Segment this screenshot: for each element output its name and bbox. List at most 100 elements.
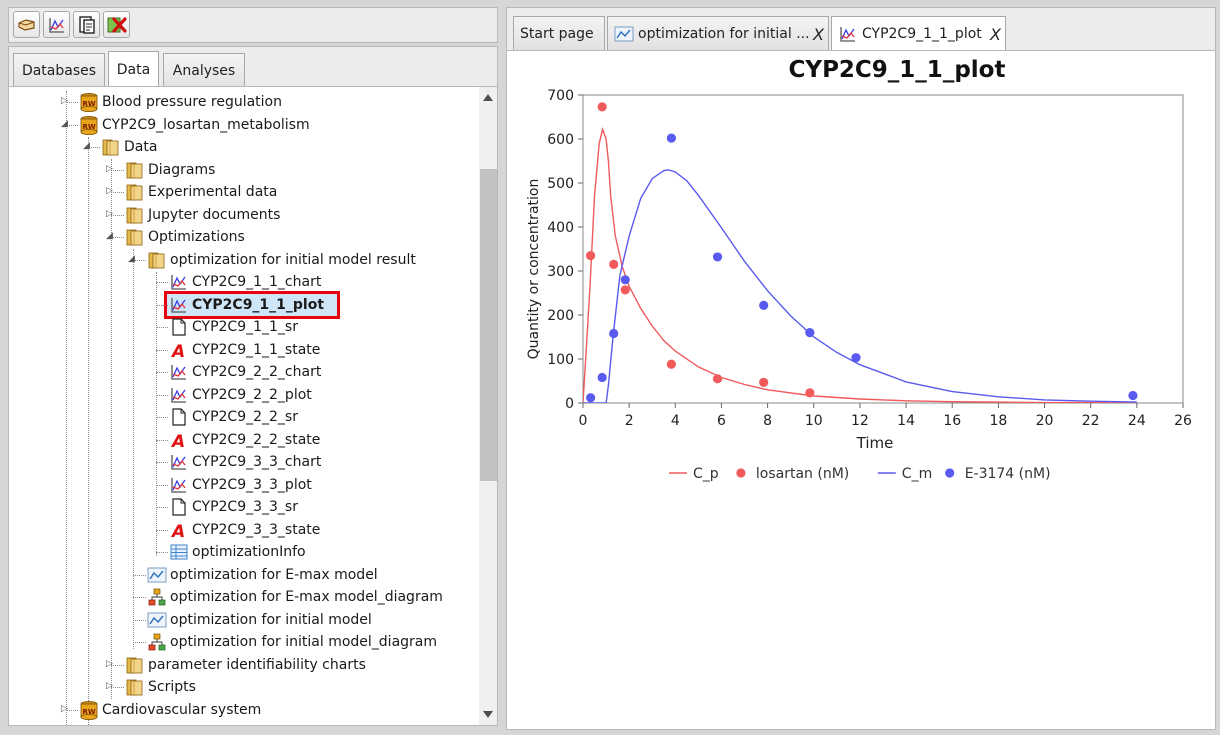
collapse-icon[interactable]: ◢ xyxy=(61,118,68,129)
x-tick-label: 2 xyxy=(625,413,634,429)
tree-item[interactable]: CYP2C9_1_1_sr xyxy=(169,316,298,338)
tree-connector xyxy=(111,664,124,666)
left-tab-bar: Databases Data Analyses xyxy=(8,46,498,88)
tree-connector xyxy=(156,439,168,441)
legend-label: E-3174 (nM) xyxy=(965,466,1051,482)
y-tick-label: 500 xyxy=(547,176,574,192)
diagram-icon xyxy=(147,632,167,652)
tree-item[interactable]: RW CYP2C9_losartan_metabolism xyxy=(79,114,310,136)
x-tick-label: 0 xyxy=(579,413,588,429)
folder-icon xyxy=(125,160,145,180)
tree-item[interactable]: optimizationInfo xyxy=(169,541,306,563)
tree-connector xyxy=(156,282,168,283)
tree-item-label: parameter identifiability charts xyxy=(148,656,366,673)
tree-connector xyxy=(133,574,146,576)
tab-analyses[interactable]: Analyses xyxy=(163,53,245,87)
tree-connector xyxy=(111,192,124,193)
expand-icon[interactable]: ▷ xyxy=(106,163,113,174)
tree-item[interactable]: CYP2C9_3_3_sr xyxy=(169,496,298,518)
tree-item[interactable]: A CYP2C9_3_3_state xyxy=(169,519,320,541)
expand-icon[interactable]: ▷ xyxy=(106,681,113,691)
tree-item[interactable]: optimization for E-max model_diagram xyxy=(147,586,443,608)
tree-item[interactable]: RW Cardiovascular system xyxy=(79,699,261,721)
tree-item[interactable]: A CYP2C9_1_1_state xyxy=(169,339,320,361)
state-icon: A xyxy=(169,340,189,360)
folder-icon xyxy=(101,137,121,157)
data-point xyxy=(666,359,676,369)
tab-label: Start page xyxy=(520,26,594,42)
tree-connector xyxy=(156,349,168,351)
delete-button[interactable] xyxy=(103,11,130,38)
x-tick-label: 26 xyxy=(1174,413,1192,429)
tree-connector xyxy=(156,552,168,553)
tree-item-label: Data xyxy=(124,139,158,155)
tree-item[interactable]: optimization for initial model xyxy=(147,609,372,631)
tree-item[interactable]: parameter identifiability charts xyxy=(125,654,366,676)
copy-button[interactable] xyxy=(73,11,100,38)
tree-scrollbar[interactable] xyxy=(479,87,497,725)
expand-icon[interactable]: ▷ xyxy=(61,96,68,106)
collapse-icon[interactable]: ◢ xyxy=(106,231,113,241)
delete-icon xyxy=(107,16,127,33)
scroll-thumb[interactable] xyxy=(480,169,497,481)
data-point xyxy=(1128,390,1138,401)
tree-item-label: CYP2C9_2_2_plot xyxy=(192,386,312,403)
tree-item[interactable]: Scripts xyxy=(125,676,196,698)
collapse-icon[interactable]: ◢ xyxy=(128,253,135,264)
legend-label: C_p xyxy=(693,466,719,482)
tab-databases[interactable]: Databases xyxy=(13,53,105,87)
x-tick-label: 22 xyxy=(1082,413,1100,429)
close-tab-icon[interactable]: X xyxy=(990,24,1001,44)
tree-item-label: CYP2C9_3_3_sr xyxy=(192,499,298,515)
data-point xyxy=(620,285,630,295)
expand-icon[interactable]: ▷ xyxy=(61,703,68,714)
tree-item[interactable]: optimization for initial model_diagram xyxy=(147,631,437,653)
tree-item[interactable]: A CYP2C9_2_2_state xyxy=(169,429,320,451)
tree-item[interactable]: CYP2C9_1_1_chart xyxy=(169,271,321,293)
data-point xyxy=(586,251,596,261)
tab-optimization[interactable]: optimization for initial ... X xyxy=(607,16,829,51)
new-chart-button[interactable] xyxy=(43,11,70,38)
data-point xyxy=(712,252,723,262)
tree-item[interactable]: CYP2C9_3_3_chart xyxy=(169,451,321,473)
folder-icon xyxy=(147,250,167,270)
tree-item[interactable]: CYP2C9_2_2_chart xyxy=(169,361,321,383)
tree-item[interactable]: CYP2C9_3_3_plot xyxy=(169,474,312,496)
tree-item[interactable]: RW Blood pressure regulation xyxy=(79,91,282,113)
data-point xyxy=(597,102,607,112)
tree-item[interactable]: Jupyter documents xyxy=(125,204,280,226)
tab-data[interactable]: Data xyxy=(108,51,159,88)
tree-item[interactable]: CYP2C9_2_2_plot xyxy=(169,384,312,406)
data-point xyxy=(620,275,630,285)
tree-connector xyxy=(111,214,124,216)
tab-start-page[interactable]: Start page xyxy=(513,16,605,51)
data-point xyxy=(759,377,769,387)
x-tick-label: 20 xyxy=(1036,413,1054,429)
tab-plot[interactable]: CYP2C9_1_1_plot X xyxy=(831,16,1006,51)
tree-connector xyxy=(66,709,78,711)
tree-item[interactable]: optimization for initial model result xyxy=(147,249,416,271)
tree-item[interactable]: Optimizations xyxy=(125,226,245,248)
tree-item-label: Cardiovascular system xyxy=(102,701,262,718)
tree-item[interactable]: Data xyxy=(101,136,157,158)
tree-item-label: CYP2C9_losartan_metabolism xyxy=(102,116,310,133)
collapse-icon[interactable]: ◢ xyxy=(83,141,90,151)
expand-icon[interactable]: ▷ xyxy=(106,186,113,196)
tree-item[interactable]: optimization for E-max model xyxy=(147,564,378,586)
tab-label: optimization for initial ... xyxy=(638,26,810,42)
scroll-up-icon[interactable] xyxy=(483,94,493,101)
tree-item[interactable]: CYP2C9_1_1_plot xyxy=(169,294,324,316)
expand-icon[interactable]: ▷ xyxy=(106,658,113,669)
scroll-down-icon[interactable] xyxy=(483,711,493,718)
tree-item[interactable]: Diagrams xyxy=(125,159,215,181)
tree-item[interactable]: CYP2C9_2_2_sr xyxy=(169,406,298,428)
close-tab-icon[interactable]: X xyxy=(813,24,824,44)
document-icon xyxy=(169,497,189,517)
open-button[interactable] xyxy=(13,11,40,38)
tree-item-label: CYP2C9_1_1_sr xyxy=(192,319,298,335)
series-line-C_p xyxy=(583,126,1137,403)
tree-item[interactable]: Experimental data xyxy=(125,181,277,203)
expand-icon[interactable]: ▷ xyxy=(106,208,113,219)
y-tick-label: 0 xyxy=(565,396,574,412)
tree-guide-line xyxy=(133,249,134,649)
